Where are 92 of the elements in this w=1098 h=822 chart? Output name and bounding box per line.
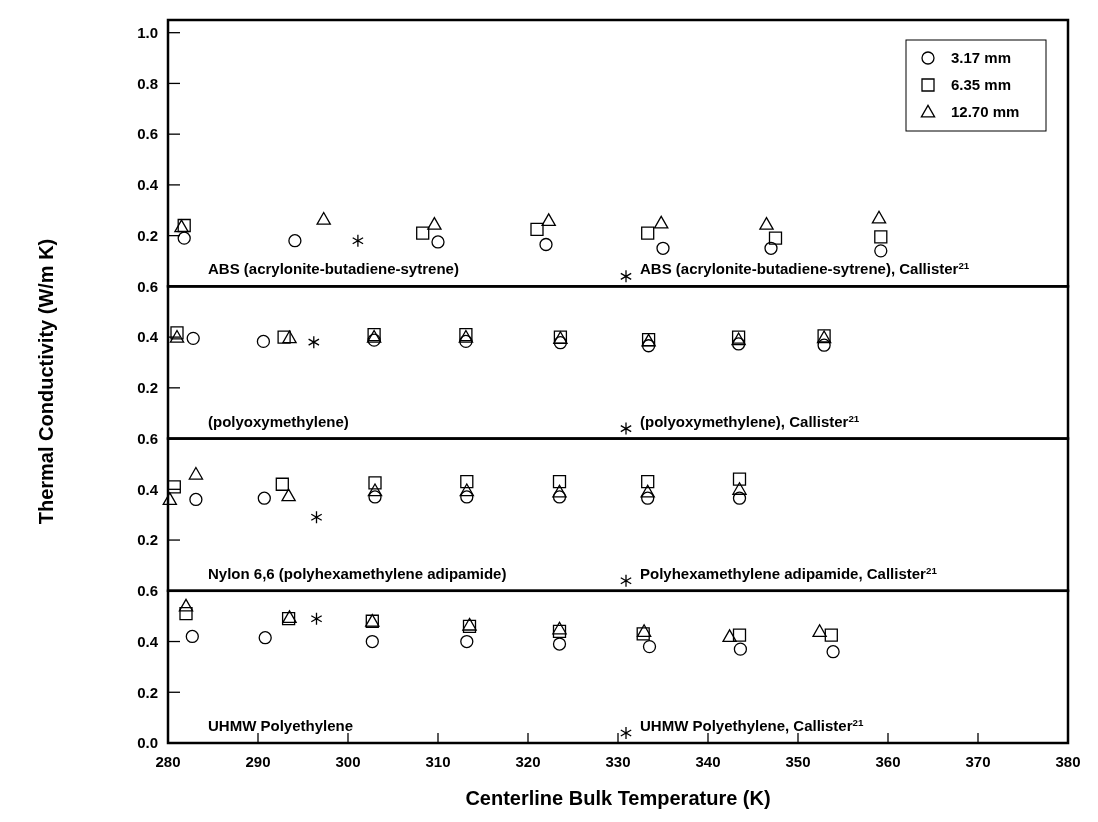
y-tick-label: 0.6 [137,277,158,295]
point [188,466,204,480]
point [256,334,271,349]
point [368,490,382,504]
point [179,606,193,621]
x-tick-label: 330 [605,753,631,770]
y-tick-label: 0.2 [137,379,158,397]
point [258,631,272,645]
x-tick-label: 350 [785,753,811,770]
point [186,331,200,346]
point [641,475,655,489]
y-tick-label: 0.4 [137,632,159,650]
y-axis-title: Thermal Conductivity (W/m K) [35,238,57,525]
point [185,629,199,644]
point [640,484,655,498]
x-axis-title: Centerline Bulk Temperature (K) [465,787,771,809]
y-tick-label: 0.6 [137,125,158,143]
point [636,624,652,637]
legend-label: 6.35 mm [951,76,1012,93]
point [731,337,746,351]
point [641,339,656,353]
x-tick-label: 320 [515,753,541,770]
point [552,475,567,489]
y-tick-label: 1.0 [137,23,158,41]
y-tick-label: 0.2 [137,226,158,244]
point [367,333,381,347]
point [282,330,297,344]
point [817,338,831,352]
y-tick-label: 0.4 [137,480,159,498]
point [178,598,194,612]
point [732,628,747,642]
point [552,637,567,651]
x-tick-label: 370 [965,753,991,770]
legend-label: ABS (acrylonite-butadiene-sytrene), Callister$^{21}$ [640,259,970,278]
legend-label: 3.17 mm [951,49,1012,66]
point [281,488,296,502]
point [368,476,382,490]
point [275,477,289,491]
x-tick-label: 290 [245,753,271,770]
x-tick-label: 280 [155,753,181,770]
point [459,334,473,349]
point [552,621,567,635]
point [636,627,650,641]
point [365,634,379,649]
y-tick-label: 0.4 [137,328,159,346]
point [552,624,567,639]
point [641,491,655,505]
x-tick-label: 380 [1055,753,1081,770]
text: ABS (acrylonite-butadiene-sytrene) [208,260,459,278]
point [167,480,181,494]
point [552,490,567,504]
legend-label: Polyhexamethylene adipamide, Callister$^{21}$ [640,564,938,582]
point [257,491,271,505]
y-tick-label: 0.6 [137,582,158,600]
point [722,629,737,643]
point [812,624,827,637]
point [460,475,474,489]
point [826,645,840,659]
legend-label: 12.70 mm [951,103,1020,120]
point [732,472,747,486]
x-tick-label: 360 [875,753,901,770]
text: (polyoxymethylene) [208,412,349,430]
point [553,336,568,350]
point [552,484,567,498]
text: UHMW Polyethylene [208,717,354,734]
y-tick-label: 0.8 [137,74,158,92]
point [310,510,323,524]
x-tick-label: 340 [695,753,721,770]
point [733,642,748,656]
y-tick-label: 0.0 [137,734,158,752]
point [277,330,291,344]
y-tick-label: 0.6 [137,429,158,447]
point [459,483,475,497]
point [732,482,747,495]
point [732,491,747,505]
y-tick-label: 0.2 [137,683,158,701]
point [189,492,203,507]
y-tick-label: 0.4 [137,176,159,194]
text: Nylon 6,6 (polyhexamethylene adipamide) [208,564,507,582]
point [460,490,474,504]
x-tick-label: 310 [425,753,451,770]
point [460,634,474,649]
point [307,335,320,349]
point [162,492,178,506]
point [824,628,838,642]
point [642,639,657,654]
y-tick-label: 0.2 [137,531,158,549]
legend-label: (polyoxymethylene), Callister$^{21}$ [640,412,860,430]
point [310,612,323,626]
point [367,483,383,497]
legend-label: UHMW Polyethylene, Callister$^{21}$ [640,716,864,734]
x-tick-label: 300 [335,753,361,770]
